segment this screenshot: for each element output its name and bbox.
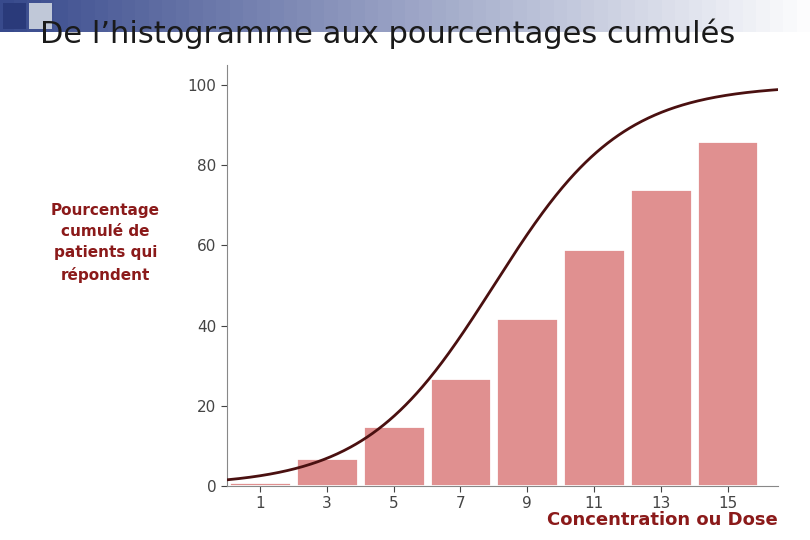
Bar: [162, 0, 176, 32]
Text: Concentration ou Dose: Concentration ou Dose: [547, 511, 778, 529]
Bar: [432, 0, 446, 32]
Bar: [697, 141, 758, 486]
Bar: [429, 377, 492, 486]
Bar: [581, 0, 594, 32]
Bar: [419, 0, 432, 32]
Bar: [648, 0, 662, 32]
Bar: [567, 0, 581, 32]
Bar: [3, 3, 26, 29]
Bar: [608, 0, 621, 32]
Bar: [729, 0, 743, 32]
Bar: [363, 426, 424, 486]
Bar: [54, 0, 67, 32]
Bar: [338, 0, 351, 32]
Bar: [122, 0, 135, 32]
Bar: [324, 0, 338, 32]
Bar: [553, 0, 567, 32]
Bar: [715, 0, 729, 32]
Bar: [296, 458, 358, 486]
Bar: [405, 0, 419, 32]
Bar: [756, 0, 769, 32]
Bar: [310, 0, 324, 32]
Bar: [95, 0, 108, 32]
Bar: [563, 249, 625, 486]
Bar: [27, 0, 40, 32]
Bar: [770, 0, 783, 32]
Bar: [108, 0, 122, 32]
Bar: [446, 0, 459, 32]
Bar: [594, 0, 608, 32]
Bar: [229, 482, 291, 486]
Bar: [688, 0, 702, 32]
Text: Pourcentage
cumulé de
patients qui
répondent: Pourcentage cumulé de patients qui répon…: [51, 203, 160, 283]
Bar: [459, 0, 472, 32]
Text: De l’histogramme aux pourcentages cumulés: De l’histogramme aux pourcentages cumulé…: [40, 18, 735, 49]
Bar: [783, 0, 796, 32]
Bar: [297, 0, 310, 32]
Bar: [662, 0, 675, 32]
Bar: [796, 0, 810, 32]
Bar: [675, 0, 688, 32]
Bar: [526, 0, 540, 32]
Bar: [486, 0, 500, 32]
Bar: [0, 0, 14, 32]
Bar: [621, 0, 634, 32]
Bar: [257, 0, 270, 32]
Bar: [29, 3, 52, 29]
Bar: [702, 0, 715, 32]
Bar: [351, 0, 365, 32]
Bar: [81, 0, 95, 32]
Bar: [202, 0, 216, 32]
Bar: [284, 0, 297, 32]
Bar: [630, 189, 692, 486]
Bar: [743, 0, 756, 32]
Bar: [472, 0, 486, 32]
Bar: [634, 0, 648, 32]
Bar: [500, 0, 513, 32]
Bar: [148, 0, 162, 32]
Bar: [229, 0, 243, 32]
Bar: [513, 0, 526, 32]
Bar: [67, 0, 81, 32]
Bar: [391, 0, 405, 32]
Bar: [176, 0, 189, 32]
Bar: [40, 0, 54, 32]
Bar: [243, 0, 257, 32]
Bar: [135, 0, 148, 32]
Bar: [497, 318, 558, 486]
Bar: [189, 0, 202, 32]
Bar: [14, 0, 27, 32]
Bar: [216, 0, 229, 32]
Bar: [270, 0, 284, 32]
Bar: [540, 0, 553, 32]
Bar: [378, 0, 391, 32]
Bar: [364, 0, 378, 32]
